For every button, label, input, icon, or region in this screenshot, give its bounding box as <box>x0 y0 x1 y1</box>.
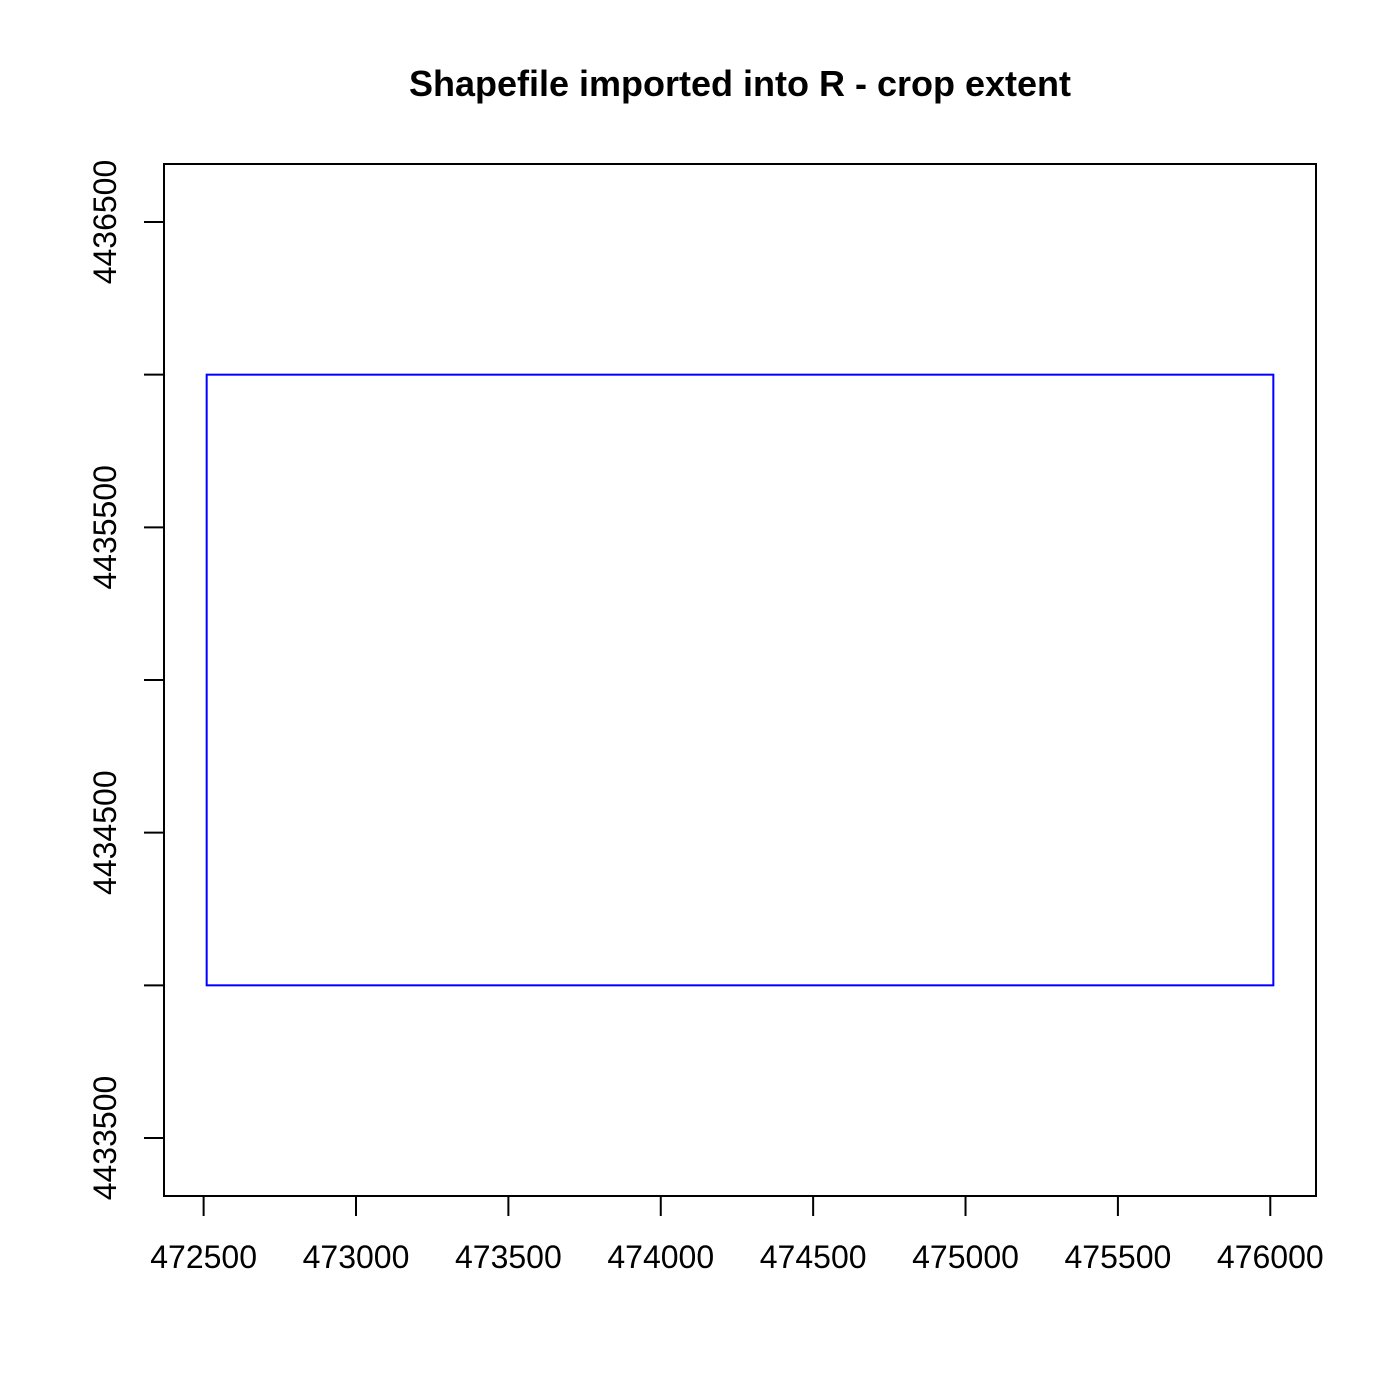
y-tick-label: 4435500 <box>87 465 123 590</box>
y-axis: 4433500 4434500 4435500 4436500 <box>87 160 165 1201</box>
x-tick-label: 474500 <box>760 1239 867 1275</box>
x-tick-label: 475000 <box>912 1239 1019 1275</box>
x-tick-label: 472500 <box>150 1239 257 1275</box>
x-tick-label: 474000 <box>607 1239 714 1275</box>
x-tick-label: 473000 <box>303 1239 410 1275</box>
chart-title: Shapefile imported into R - crop extent <box>409 63 1071 104</box>
y-tick-label: 4433500 <box>87 1076 123 1201</box>
plot-frame <box>163 163 1317 1197</box>
x-axis: 472500 473000 473500 474000 474500 475000 4755… <box>150 1195 1324 1275</box>
y-tick-label: 4434500 <box>87 770 123 895</box>
x-tick-label: 475500 <box>1065 1239 1172 1275</box>
x-tick-label: 476000 <box>1217 1239 1324 1275</box>
crop-extent-polygon <box>205 373 1275 987</box>
x-tick-label: 473500 <box>455 1239 562 1275</box>
series-layer <box>205 373 1275 987</box>
y-tick-label: 4436500 <box>87 160 123 285</box>
